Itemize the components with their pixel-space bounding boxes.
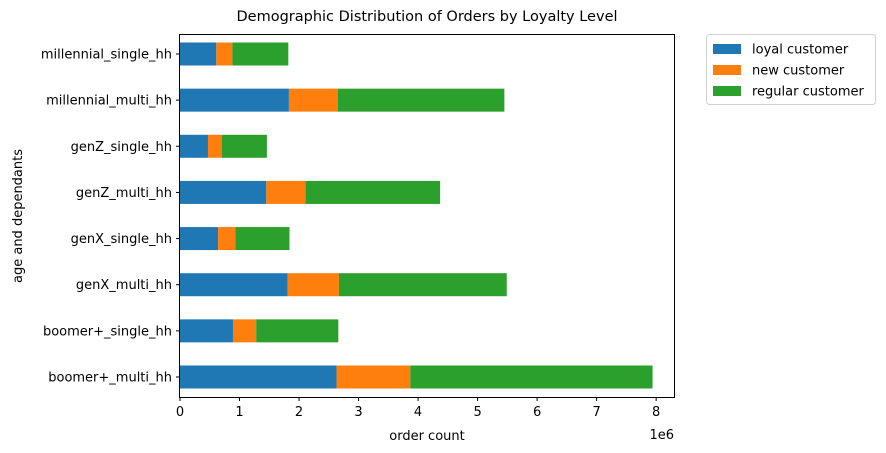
y-tick-label-genZ_single_hh: genZ_single_hh: [71, 140, 172, 155]
legend-frame: [706, 34, 876, 105]
bar-genX_single_hh-series-1: [218, 227, 236, 251]
bar-genZ_multi_hh-series-2: [305, 180, 441, 204]
y-tick-label-millennial_multi_hh: millennial_multi_hh: [46, 94, 172, 109]
legend: loyal customer new customer regular custom…: [706, 34, 876, 105]
x-tick-label-5: 5: [473, 405, 481, 420]
bar-genZ_multi_hh-series-1: [266, 180, 306, 204]
x-tick-label-2: 2: [295, 405, 303, 420]
y-tick-label-genX_multi_hh: genX_multi_hh: [76, 278, 172, 293]
plot-frame: [179, 34, 675, 398]
bar-genX_single_hh-series-2: [235, 227, 290, 251]
legend-swatch-0: [713, 44, 741, 54]
x-axis-label: order count: [389, 429, 464, 444]
bars-layer: [180, 42, 653, 389]
bar-millennial_multi_hh-series-1: [288, 88, 338, 112]
bar-boomer+_multi_hh-series-1: [336, 365, 411, 389]
bar-genX_multi_hh-series-0: [180, 273, 288, 297]
chart-title: Demographic Distribution of Orders by Lo…: [236, 9, 617, 25]
bar-boomer+_multi_hh-series-2: [410, 365, 653, 389]
bar-millennial_single_hh-series-2: [232, 42, 289, 66]
y-tick-label-genX_single_hh: genX_single_hh: [71, 232, 172, 247]
legend-swatch-2: [713, 86, 741, 96]
x-tick-label-6: 6: [533, 405, 541, 420]
bar-boomer+_single_hh-series-0: [180, 319, 233, 343]
bar-genX_single_hh-series-0: [180, 227, 219, 251]
y-tick-label-millennial_single_hh: millennial_single_hh: [41, 48, 172, 63]
bar-boomer+_single_hh-series-2: [256, 319, 339, 343]
y-axis: boomer+_multi_hh boomer+_single_hh genX_mu…: [41, 48, 180, 386]
x-tick-label-0: 0: [176, 405, 184, 420]
x-tick-label-7: 7: [592, 405, 600, 420]
legend-label-0: loyal customer: [752, 43, 849, 58]
legend-swatch-1: [713, 65, 741, 75]
bar-boomer+_single_hh-series-1: [232, 319, 257, 343]
x-tick-label-4: 4: [414, 405, 422, 420]
bar-genX_multi_hh-series-1: [287, 273, 339, 297]
x-tick-label-1: 1: [235, 405, 243, 420]
bar-millennial_single_hh-series-0: [180, 42, 217, 66]
y-tick-label-genZ_multi_hh: genZ_multi_hh: [76, 186, 172, 201]
bar-genZ_single_hh-series-0: [180, 134, 208, 158]
legend-label-2: regular customer: [752, 85, 864, 100]
bar-millennial_multi_hh-series-0: [180, 88, 289, 112]
x-axis-scale-label: 1e6: [649, 428, 674, 443]
x-axis: 0 1 2 3 4 5 6 7 8: [176, 397, 660, 420]
bar-genX_multi_hh-series-2: [338, 273, 507, 297]
y-axis-label: age and dependants: [11, 149, 26, 283]
y-tick-label-boomer+_single_hh: boomer+_single_hh: [43, 324, 172, 339]
bar-millennial_multi_hh-series-2: [337, 88, 505, 112]
x-tick-label-8: 8: [652, 405, 660, 420]
y-tick-label-boomer+_multi_hh: boomer+_multi_hh: [48, 371, 172, 386]
x-tick-label-3: 3: [354, 405, 362, 420]
legend-label-1: new customer: [752, 64, 845, 79]
bar-genZ_single_hh-series-1: [207, 134, 222, 158]
bar-boomer+_multi_hh-series-0: [180, 365, 337, 389]
bar-genZ_multi_hh-series-0: [180, 180, 267, 204]
bar-genZ_single_hh-series-2: [221, 134, 267, 158]
bar-millennial_single_hh-series-1: [216, 42, 233, 66]
